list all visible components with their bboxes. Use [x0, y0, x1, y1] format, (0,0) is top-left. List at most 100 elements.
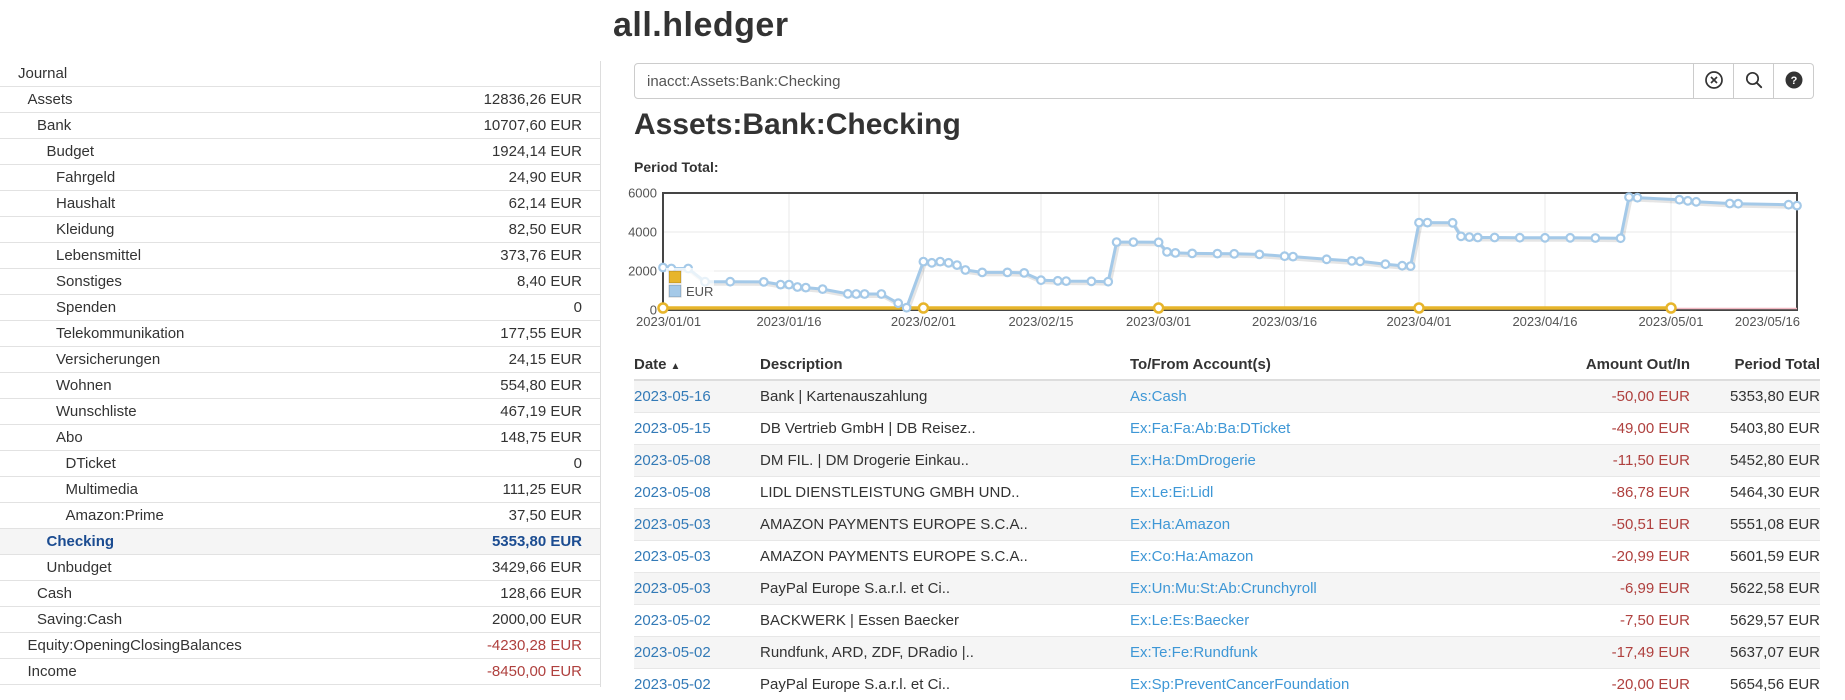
account-balance: 37,50 EUR — [509, 503, 582, 528]
period-total-cell: 5551,08 EUR — [1690, 509, 1820, 541]
account-link[interactable]: Ex:Fa:Fa:Ab:Ba:DTicket — [1130, 420, 1290, 437]
period-total-cell: 5654,56 EUR — [1690, 669, 1820, 700]
search-input[interactable] — [634, 63, 1694, 99]
date-link[interactable]: 2023-05-03 — [634, 548, 711, 565]
date-link[interactable]: 2023-05-08 — [634, 452, 711, 469]
sidebar-item-cash[interactable]: Cash 128,66 EUR — [0, 581, 600, 607]
date-link[interactable]: 2023-05-02 — [634, 612, 711, 629]
date-link[interactable]: 2023-05-08 — [634, 484, 711, 501]
account-balance: 62,14 EUR — [509, 191, 582, 216]
amount-cell: -49,00 EUR — [1420, 413, 1690, 445]
account-balance: 0 — [574, 451, 582, 476]
account-link[interactable]: Ex:Ha:DmDrogerie — [1130, 452, 1256, 469]
svg-text:2023/05/16: 2023/05/16 — [1735, 314, 1800, 329]
account-balance: 2000,00 EUR — [492, 607, 582, 632]
account-name: Sonstiges — [56, 269, 122, 294]
column-header-date[interactable]: Date▲ — [634, 349, 760, 380]
account-name: Journal — [18, 61, 67, 86]
account-link[interactable]: Ex:Un:Mu:St:Ab:Crunchyroll — [1130, 580, 1317, 597]
svg-text:2023/04/01: 2023/04/01 — [1386, 314, 1451, 329]
svg-text:2023/04/16: 2023/04/16 — [1512, 314, 1577, 329]
account-balance: 24,90 EUR — [509, 165, 582, 190]
account-balance: 0 — [574, 295, 582, 320]
account-link[interactable]: Ex:Le:Es:Baecker — [1130, 612, 1249, 629]
date-link[interactable]: 2023-05-02 — [634, 644, 711, 661]
column-header-to-from-account-s-: To/From Account(s) — [1130, 349, 1420, 380]
account-link[interactable]: Ex:Co:Ha:Amazon — [1130, 548, 1253, 565]
column-header-description: Description — [760, 349, 1130, 380]
account-link[interactable]: Ex:Te:Fe:Rundfunk — [1130, 644, 1258, 661]
description-cell: PayPal Europe S.a.r.l. et Ci.. — [760, 669, 1130, 700]
account-link[interactable]: Ex:Ha:Amazon — [1130, 516, 1230, 533]
description-cell: BACKWERK | Essen Baecker — [760, 605, 1130, 637]
account-name: Income — [28, 659, 77, 684]
date-link[interactable]: 2023-05-16 — [634, 388, 711, 405]
account-name: Spenden — [56, 295, 116, 320]
date-link[interactable]: 2023-05-15 — [634, 420, 711, 437]
search-bar: ? — [634, 63, 1814, 99]
app-title[interactable]: all.hledger — [613, 6, 789, 45]
account-balance: 177,55 EUR — [500, 321, 582, 346]
svg-text:EUR: EUR — [686, 284, 713, 299]
sidebar-item-multimedia[interactable]: Multimedia 111,25 EUR — [0, 477, 600, 503]
sidebar-item-haushalt[interactable]: Haushalt 62,14 EUR — [0, 191, 600, 217]
period-total-cell: 5622,58 EUR — [1690, 573, 1820, 605]
account-name: Cash — [37, 581, 72, 606]
account-balance: 128,66 EUR — [500, 581, 582, 606]
amount-cell: -20,99 EUR — [1420, 541, 1690, 573]
account-name: Checking — [47, 529, 115, 554]
date-link[interactable]: 2023-05-03 — [634, 516, 711, 533]
description-cell: DM FIL. | DM Drogerie Einkau.. — [760, 445, 1130, 477]
account-name: Wohnen — [56, 373, 112, 398]
register-row: 2023-05-08 LIDL DIENSTLEISTUNG GMBH UND..… — [634, 477, 1820, 509]
period-total-cell: 5353,80 EUR — [1690, 380, 1820, 413]
account-link[interactable]: As:Cash — [1130, 388, 1187, 405]
description-cell: LIDL DIENSTLEISTUNG GMBH UND.. — [760, 477, 1130, 509]
account-balance: 111,25 EUR — [503, 477, 583, 502]
sidebar-item-equity-openingclosingbalances[interactable]: Equity:OpeningClosingBalances-4230,28 EU… — [0, 633, 600, 659]
register-row: 2023-05-08 DM FIL. | DM Drogerie Einkau..… — [634, 445, 1820, 477]
search-button[interactable] — [1734, 63, 1774, 99]
register-row: 2023-05-02 PayPal Europe S.a.r.l. et Ci..… — [634, 669, 1820, 700]
sidebar-item-journal[interactable]: Journal — [0, 61, 600, 87]
sidebar-item-spenden[interactable]: Spenden 0 — [0, 295, 600, 321]
description-cell: Bank | Kartenauszahlung — [760, 380, 1130, 413]
help-button[interactable]: ? — [1774, 63, 1814, 99]
date-link[interactable]: 2023-05-03 — [634, 580, 711, 597]
period-total-cell: 5601,59 EUR — [1690, 541, 1820, 573]
clear-search-button[interactable] — [1694, 63, 1734, 99]
account-name: Multimedia — [66, 477, 139, 502]
amount-cell: -6,99 EUR — [1420, 573, 1690, 605]
account-link[interactable]: Ex:Sp:PreventCancerFoundation — [1130, 676, 1349, 693]
account-link[interactable]: Ex:Le:Ei:Lidl — [1130, 484, 1213, 501]
svg-text:2023/01/16: 2023/01/16 — [756, 314, 821, 329]
date-link[interactable]: 2023-05-02 — [634, 676, 711, 693]
svg-text:2023/01/01: 2023/01/01 — [636, 314, 701, 329]
account-name: Haushalt — [56, 191, 115, 216]
sidebar-item-income[interactable]: Income-8450,00 EUR — [0, 659, 600, 685]
